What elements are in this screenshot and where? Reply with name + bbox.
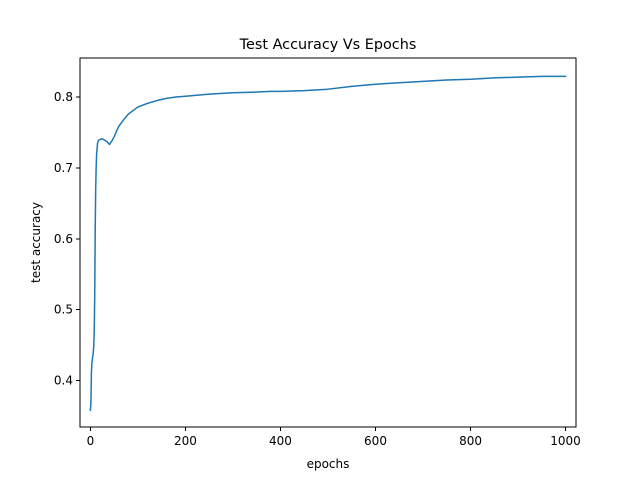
x-tick-label: 1000 bbox=[550, 434, 581, 448]
x-tick-label: 0 bbox=[87, 434, 95, 448]
plot-area: 0 200 400 600 800 1000 0.4 0.5 0.6 0.7 0.8 bbox=[54, 57, 581, 448]
axes-frame bbox=[79, 57, 577, 428]
y-axis-label: test accuracy bbox=[29, 202, 43, 283]
series-line bbox=[89, 75, 567, 412]
x-tick-label: 600 bbox=[364, 434, 387, 448]
y-axis-ticks: 0.4 0.5 0.6 0.7 0.8 bbox=[54, 90, 80, 388]
chart-title: Test Accuracy Vs Epochs bbox=[239, 37, 417, 53]
x-tick-label: 400 bbox=[269, 434, 292, 448]
x-axis-label: epochs bbox=[307, 457, 350, 471]
y-tick-label: 0.8 bbox=[54, 90, 73, 104]
y-tick-label: 0.7 bbox=[54, 161, 73, 175]
x-tick-label: 200 bbox=[174, 434, 197, 448]
x-tick-label: 800 bbox=[459, 434, 482, 448]
x-axis-ticks: 0 200 400 600 800 1000 bbox=[87, 427, 581, 448]
y-tick-label: 0.4 bbox=[54, 374, 73, 388]
y-tick-label: 0.5 bbox=[54, 303, 73, 317]
y-tick-label: 0.6 bbox=[54, 232, 73, 246]
series-layer bbox=[89, 75, 567, 412]
